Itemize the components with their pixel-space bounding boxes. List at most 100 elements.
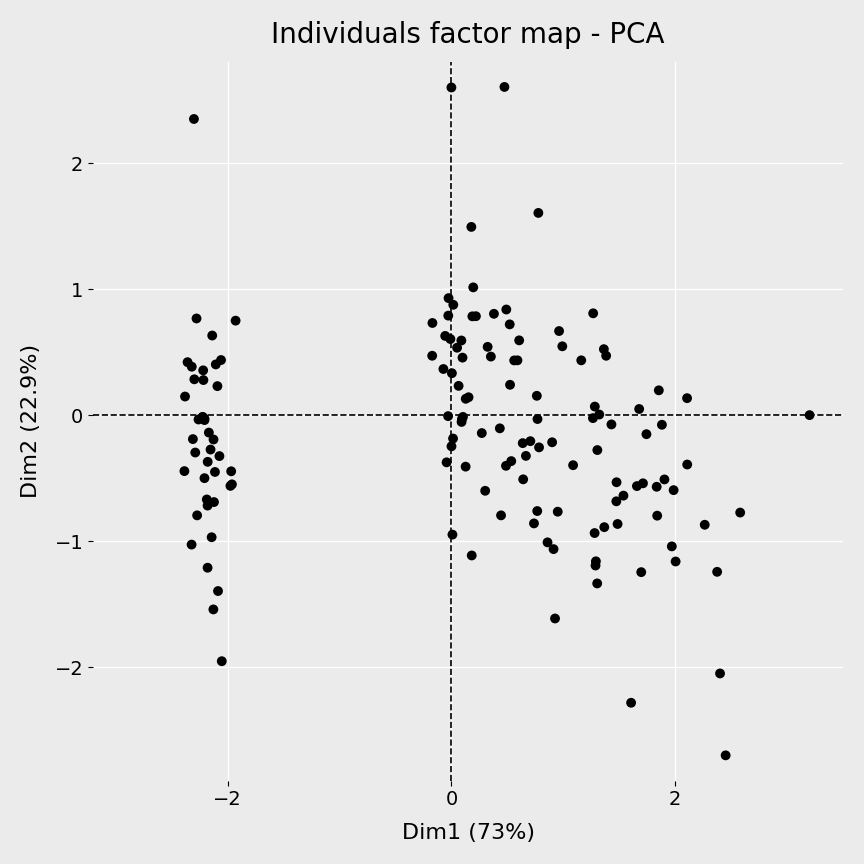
Point xyxy=(669,555,683,569)
Point xyxy=(597,520,611,534)
Point xyxy=(215,654,229,668)
Point xyxy=(588,559,602,573)
Point xyxy=(192,413,206,427)
Point xyxy=(484,350,498,364)
Point xyxy=(454,334,468,347)
Point xyxy=(459,460,473,473)
Point xyxy=(188,446,202,460)
Point xyxy=(211,584,225,598)
Point xyxy=(639,428,653,442)
Point xyxy=(479,484,492,498)
Point xyxy=(224,479,238,492)
Point xyxy=(698,518,712,531)
Point xyxy=(207,495,221,509)
Point xyxy=(803,408,816,422)
Point xyxy=(465,220,479,234)
Point xyxy=(456,410,470,424)
Point xyxy=(189,312,203,326)
Point xyxy=(206,602,220,616)
Point xyxy=(630,480,644,493)
Point xyxy=(611,517,625,530)
Point xyxy=(624,696,638,709)
Point xyxy=(213,449,226,463)
Title: Individuals factor map - PCA: Individuals factor map - PCA xyxy=(271,21,665,49)
Point xyxy=(438,329,452,343)
Point xyxy=(734,505,747,519)
Point xyxy=(652,384,666,397)
Point xyxy=(530,504,544,518)
Point xyxy=(196,364,210,378)
Point xyxy=(551,505,565,518)
Point xyxy=(503,317,517,331)
Point xyxy=(202,426,216,440)
Point xyxy=(605,417,619,431)
Point xyxy=(719,748,733,762)
Point xyxy=(185,359,199,373)
Point xyxy=(198,413,212,427)
Point xyxy=(446,432,460,446)
Point xyxy=(566,458,580,472)
Point xyxy=(187,372,201,386)
Point xyxy=(214,353,228,367)
Point xyxy=(651,509,664,523)
Point xyxy=(527,517,541,530)
Point xyxy=(589,555,603,569)
Point xyxy=(609,494,623,508)
X-axis label: Dim1 (73%): Dim1 (73%) xyxy=(402,823,535,843)
Point xyxy=(498,80,511,94)
Point xyxy=(650,480,664,493)
Point xyxy=(665,539,679,553)
Point xyxy=(206,328,219,342)
Point xyxy=(225,464,238,478)
Point xyxy=(587,307,600,321)
Point xyxy=(465,549,479,562)
Point xyxy=(447,298,461,312)
Point xyxy=(590,443,604,457)
Point xyxy=(211,379,225,393)
Point xyxy=(177,464,191,478)
Point xyxy=(634,565,648,579)
Point xyxy=(710,565,724,579)
Point xyxy=(200,455,214,469)
Point xyxy=(459,392,473,406)
Point xyxy=(452,379,466,393)
Point xyxy=(181,355,194,369)
Point xyxy=(461,391,475,404)
Point xyxy=(516,436,530,450)
Point xyxy=(480,340,494,353)
Point xyxy=(556,340,569,353)
Point xyxy=(187,112,200,126)
Point xyxy=(588,400,601,414)
Point xyxy=(632,402,646,416)
Point xyxy=(225,478,238,492)
Point xyxy=(545,435,559,449)
Point xyxy=(455,351,469,365)
Point xyxy=(503,378,517,391)
Point xyxy=(450,340,464,354)
Point xyxy=(517,473,530,486)
Point xyxy=(552,324,566,338)
Point xyxy=(198,471,212,485)
Point xyxy=(205,530,219,544)
Point xyxy=(667,483,681,497)
Point xyxy=(442,410,455,423)
Point xyxy=(475,426,489,440)
Point xyxy=(446,528,460,542)
Point xyxy=(505,454,518,468)
Point xyxy=(200,492,213,506)
Point xyxy=(196,410,210,424)
Point xyxy=(597,342,611,356)
Point xyxy=(531,206,545,219)
Point xyxy=(658,473,671,486)
Point xyxy=(499,459,513,473)
Point xyxy=(454,415,468,429)
Point xyxy=(190,508,204,522)
Point xyxy=(469,309,483,323)
Point xyxy=(186,432,200,446)
Point xyxy=(524,435,537,448)
Point xyxy=(425,316,439,330)
Point xyxy=(548,612,562,626)
Point xyxy=(532,441,546,454)
Point xyxy=(655,418,669,432)
Point xyxy=(442,308,455,322)
